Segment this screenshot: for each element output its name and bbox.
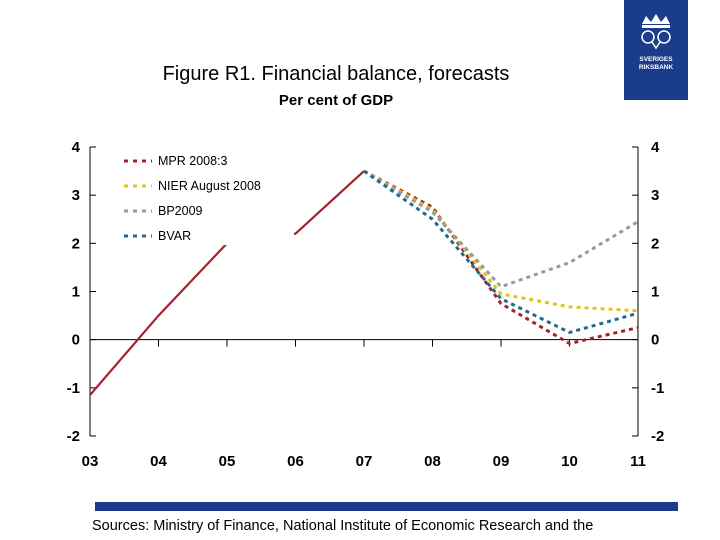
legend-label: MPR 2008:3: [158, 154, 228, 168]
y-tick-label-left: 3: [72, 187, 80, 204]
x-tick-label: 05: [219, 453, 236, 470]
x-tick-label: 06: [287, 453, 304, 470]
legend-box: [108, 150, 294, 245]
y-tick-label-right: 1: [651, 284, 659, 301]
y-tick-label-left: -1: [67, 380, 80, 397]
logo-text-line2: RIKSBANK: [638, 64, 674, 71]
y-tick-label-left: 1: [72, 284, 80, 301]
logo-text-line1: SVERIGES: [639, 56, 673, 63]
series-line-bvar: [363, 169, 639, 335]
series-line-nier-august-2008: [363, 169, 639, 313]
crown-icon: [641, 14, 671, 50]
x-tick-label: 03: [82, 453, 99, 470]
x-tick-label: 11: [630, 453, 646, 470]
x-tick-label: 09: [493, 453, 510, 470]
legend-label: NIER August 2008: [158, 179, 261, 193]
y-tick-label-left: 4: [72, 139, 81, 156]
y-tick-label-right: 3: [651, 187, 659, 204]
legend-label: BVAR: [158, 229, 191, 243]
x-tick-label: 08: [424, 453, 441, 470]
sources-note: Sources: Ministry of Finance, National I…: [92, 518, 594, 534]
y-tick-label-left: 0: [72, 332, 80, 349]
y-tick-label-right: -1: [651, 380, 664, 397]
y-tick-label-right: 2: [651, 235, 659, 252]
y-tick-label-left: 2: [72, 235, 80, 252]
y-tick-label-left: -2: [67, 428, 80, 445]
footer-bar: [95, 502, 678, 511]
y-tick-label-right: 0: [651, 332, 659, 349]
y-tick-label-right: 4: [651, 139, 660, 156]
x-tick-label: 04: [150, 453, 167, 470]
line-chart: -2 -2-1 -10 01 12 23 34 403 04 05 06 07 08 09 10 11MPR …: [67, 139, 665, 470]
riksbank-logo: SVERIGES RIKSBANK: [624, 0, 688, 100]
series-line-bp2009: [363, 169, 639, 289]
x-tick-label: 07: [356, 453, 373, 470]
chart-title: Figure R1. Financial balance, forecasts: [162, 63, 510, 85]
x-tick-label: 10: [561, 453, 578, 470]
y-tick-label-right: -2: [651, 428, 664, 445]
legend-label: BP2009: [158, 204, 203, 218]
chart-subtitle: Per cent of GDP: [278, 92, 394, 109]
